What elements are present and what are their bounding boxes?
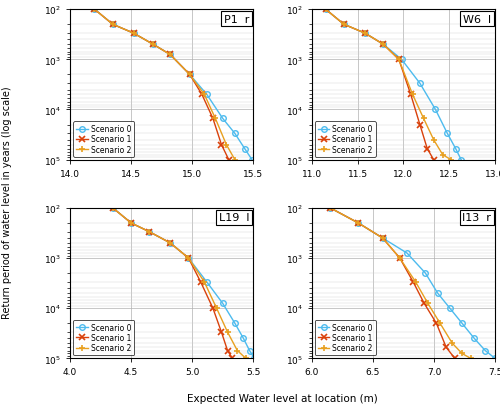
Text: L19  l: L19 l [219,213,250,223]
Text: P1  r: P1 r [224,15,250,25]
Text: Expected Water level at location (m): Expected Water level at location (m) [187,393,378,403]
Legend: Scenario 0, Scenario 1, Scenario 2: Scenario 0, Scenario 1, Scenario 2 [73,122,134,157]
Legend: Scenario 0, Scenario 1, Scenario 2: Scenario 0, Scenario 1, Scenario 2 [73,320,134,355]
Legend: Scenario 0, Scenario 1, Scenario 2: Scenario 0, Scenario 1, Scenario 2 [315,122,376,157]
Text: I13  r: I13 r [462,213,492,223]
Legend: Scenario 0, Scenario 1, Scenario 2: Scenario 0, Scenario 1, Scenario 2 [315,320,376,355]
Text: W6  l: W6 l [463,15,492,25]
Text: Return period of water level in years (log scale): Return period of water level in years (l… [2,87,12,318]
